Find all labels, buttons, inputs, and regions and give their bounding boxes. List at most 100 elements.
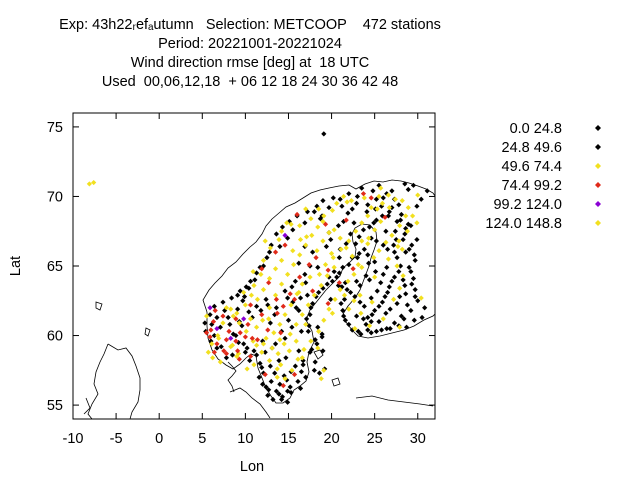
title-line-experiment: Exp: 43h22ᵣefₐutumn Selection: METCOOP 4… xyxy=(59,17,441,33)
station-point xyxy=(365,327,371,333)
station-point xyxy=(265,327,271,333)
station-point xyxy=(385,192,392,198)
station-point xyxy=(259,364,265,371)
station-point xyxy=(248,292,255,298)
chart-title-block: Exp: 43h22ᵣefₐutumn Selection: METCOOP 4… xyxy=(0,16,500,92)
station-point xyxy=(269,345,275,351)
station-point xyxy=(239,323,245,329)
station-point xyxy=(359,185,365,191)
station-point xyxy=(411,317,417,323)
station-point xyxy=(251,282,257,289)
station-point xyxy=(272,249,279,255)
station-point xyxy=(241,316,247,322)
station-point xyxy=(263,335,269,341)
station-point xyxy=(282,312,288,318)
station-point xyxy=(278,330,284,336)
station-point xyxy=(305,302,311,308)
station-point xyxy=(228,295,235,301)
station-point xyxy=(223,305,230,311)
station-point xyxy=(335,223,342,229)
station-point xyxy=(380,271,386,277)
station-point xyxy=(293,338,299,344)
station-point xyxy=(405,204,411,211)
station-point xyxy=(346,191,352,197)
legend-marker xyxy=(595,163,601,169)
station-point xyxy=(406,246,412,252)
station-point xyxy=(402,282,408,289)
station-point xyxy=(380,316,386,322)
station-point xyxy=(220,313,226,319)
station-point xyxy=(313,255,319,261)
station-point xyxy=(303,206,309,212)
station-point xyxy=(251,348,257,354)
station-point xyxy=(321,367,327,373)
station-point xyxy=(294,211,300,218)
station-point xyxy=(402,231,408,237)
station-point xyxy=(275,351,281,357)
station-point xyxy=(319,331,325,337)
station-point xyxy=(312,359,318,365)
station-point xyxy=(289,367,295,373)
station-point xyxy=(278,281,285,287)
station-point xyxy=(422,305,428,311)
station-point xyxy=(301,346,307,353)
station-point xyxy=(214,345,220,351)
station-point xyxy=(340,307,346,314)
station-point xyxy=(339,203,345,209)
station-point xyxy=(400,236,406,243)
station-point xyxy=(262,371,268,378)
station-point xyxy=(292,278,298,284)
station-point xyxy=(262,238,268,244)
station-point xyxy=(329,278,336,284)
station-point xyxy=(296,348,302,354)
station-point xyxy=(310,288,316,294)
station-point xyxy=(290,227,296,233)
station-point xyxy=(363,273,369,279)
station-point xyxy=(297,252,303,258)
station-point xyxy=(342,317,348,323)
station-point xyxy=(257,360,263,366)
station-point xyxy=(373,196,379,202)
legend-label: 99.2 124.0 xyxy=(493,197,562,213)
station-point xyxy=(302,271,308,277)
station-point xyxy=(277,321,283,328)
station-point xyxy=(223,337,230,343)
station-point xyxy=(259,349,265,355)
station-point xyxy=(324,281,330,287)
station-point xyxy=(408,307,414,314)
station-point xyxy=(304,292,311,298)
station-point xyxy=(250,268,256,275)
station-point xyxy=(397,223,403,229)
station-point xyxy=(260,341,267,347)
station-point xyxy=(376,248,382,254)
station-point xyxy=(355,262,361,268)
station-point xyxy=(364,209,370,215)
station-point xyxy=(314,248,320,254)
station-point xyxy=(304,209,311,215)
station-point xyxy=(211,303,217,309)
legend: 0.0 24.8 24.8 49.6 49.6 74.4 74.4 99.2 99.2 … xyxy=(485,121,601,232)
station-point xyxy=(250,338,256,344)
station-point xyxy=(328,296,334,302)
station-point xyxy=(400,277,406,283)
station-point xyxy=(297,223,303,229)
station-point xyxy=(273,388,280,394)
station-point xyxy=(354,193,361,200)
station-point xyxy=(233,332,239,339)
station-point xyxy=(373,238,379,244)
station-point xyxy=(315,345,321,351)
station-point xyxy=(403,291,409,297)
station-point xyxy=(409,242,415,248)
station-point xyxy=(303,374,309,380)
station-point xyxy=(288,221,294,227)
station-point xyxy=(308,338,314,344)
station-point xyxy=(321,213,327,219)
station-point xyxy=(322,221,329,227)
station-point xyxy=(272,266,279,272)
station-point xyxy=(223,351,230,357)
station-point xyxy=(396,202,402,208)
station-point xyxy=(419,314,425,321)
station-point xyxy=(265,392,271,398)
station-point xyxy=(379,213,386,219)
station-point xyxy=(273,231,280,237)
